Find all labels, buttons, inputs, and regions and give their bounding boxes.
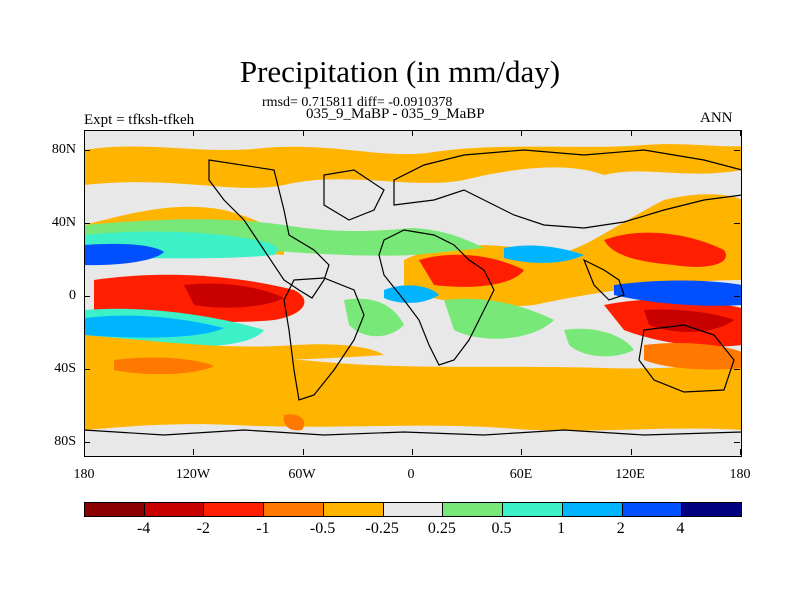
colorbar-swatch [85,503,145,516]
colorbar-swatch [682,503,742,516]
axis-tick [734,296,740,297]
orange-region [84,354,742,431]
colorbar-label: 4 [676,520,685,537]
x-tick-label: 180 [73,467,95,482]
axis-tick [84,449,85,455]
axis-tick [630,130,632,136]
experiment-label: Expt = tfksh-tfkeh [84,112,195,128]
x-tick-label: 180 [729,467,751,482]
y-tick-label: 80N [51,142,76,157]
green-region [444,298,554,339]
x-tick-label: 120W [175,467,211,482]
axis-tick [84,223,90,224]
red-region [419,254,524,287]
light-blue-region [384,285,439,303]
dark-orange-region [114,357,214,375]
axis-tick [302,130,304,136]
stats-line: rmsd= 0.715811 diff= -0.0910378 [262,95,453,110]
axis-tick [84,296,90,297]
precipitation-map [84,130,742,457]
axis-tick [193,449,195,455]
dark-red-region [644,309,734,332]
axis-tick [630,449,632,455]
axis-tick [734,150,740,151]
axis-tick [302,449,304,455]
dark-orange-region [644,342,742,370]
axis-tick [84,130,85,136]
axis-tick [84,369,90,370]
colorbar-swatch [204,503,265,516]
axis-tick [412,449,413,455]
red-region [604,232,726,267]
colorbar-swatch [503,503,563,516]
axis-tick [521,449,523,455]
colorbar-label: 1 [557,520,566,537]
y-tick-label: 0 [69,288,76,303]
colorbar-label: 0.25 [427,520,456,537]
colorbar-swatch [383,503,444,516]
axis-tick [734,442,740,443]
axis-tick [412,130,413,136]
season-label: ANN [700,110,733,126]
dark-red-region [184,283,284,308]
axis-tick [740,130,741,136]
orange-region [84,335,384,362]
colorbar-label: -0.25 [365,520,399,537]
colorbar-swatch [144,503,205,516]
dark-orange-region [283,414,305,431]
green-region [344,298,404,337]
light-blue-region [504,245,584,263]
x-tick-label: 60W [288,467,316,482]
axis-tick [84,442,90,443]
coastlines [84,149,742,436]
colorbar [84,502,742,517]
case-line: 035_9_MaBP - 035_9_MaBP [306,106,485,122]
colorbar-swatch [622,503,683,516]
x-tick-label: 0 [407,467,415,482]
axis-tick [734,369,740,370]
x-tick-label: 120E [615,467,645,482]
colorbar-swatch [562,503,623,516]
colorbar-label: -2 [196,520,210,537]
axis-tick [734,223,740,224]
colorbar-swatch [264,503,324,516]
y-tick-label: 80S [54,434,76,449]
plot-title: Precipitation (in mm/day) [239,54,561,89]
green-region [84,219,484,256]
axis-tick [521,130,523,136]
blue-region [614,280,742,306]
colorbar-label: 0.5 [491,520,512,537]
light-blue-region [84,315,224,338]
y-tick-label: 40N [51,215,76,230]
axis-tick [84,150,90,151]
colorbar-swatch [443,503,504,516]
blue-region [84,243,164,266]
y-tick-label: 40S [54,361,76,376]
colorbar-label: -4 [136,520,151,537]
green-region [564,328,634,357]
axis-tick [740,449,741,455]
x-tick-label: 60E [509,467,533,482]
colorbar-label: -0.5 [309,520,336,537]
colorbar-label: -1 [256,520,270,537]
axis-tick [193,130,195,136]
orange-region [84,144,742,188]
colorbar-swatch [323,503,384,516]
colorbar-label: 2 [616,520,625,537]
